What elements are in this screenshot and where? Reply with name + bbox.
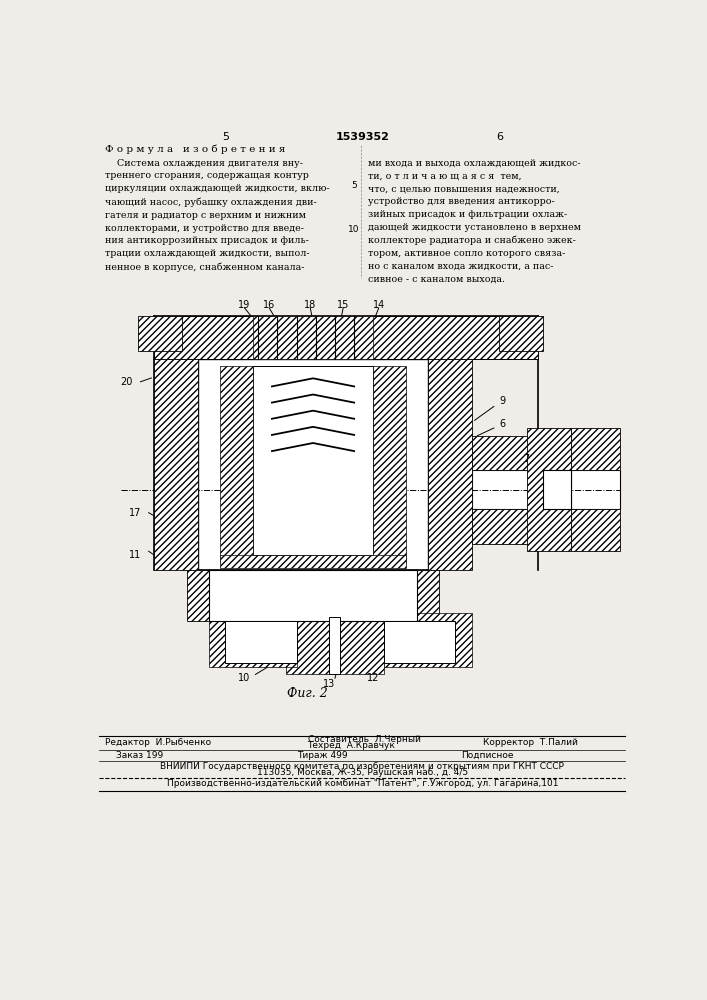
- Bar: [385, 620, 455, 663]
- Text: Тираж 499: Тираж 499: [297, 751, 347, 760]
- Bar: [198, 359, 428, 570]
- Text: ми входа и выхода охлаждающей жидкос-
ти, о т л и ч а ю щ а я с я  тем,
что, с ц: ми входа и выхода охлаждающей жидкос- ти…: [368, 158, 581, 284]
- Bar: [329, 617, 341, 674]
- Bar: [253, 366, 373, 555]
- Text: Редактор  И.Рыбченко: Редактор И.Рыбченко: [105, 738, 211, 747]
- Bar: [499, 316, 543, 351]
- Text: 5: 5: [222, 132, 229, 142]
- Bar: [527, 428, 571, 551]
- Text: Производственно-издательский комбинат "Патент", г.Ужгород, ул. Гагарина,101: Производственно-издательский комбинат "П…: [167, 779, 558, 788]
- Text: 20: 20: [120, 377, 133, 387]
- Text: 113035, Москва, Ж-35, Раушская наб., д. 4/5: 113035, Москва, Ж-35, Раушская наб., д. …: [257, 768, 468, 777]
- Text: 10: 10: [238, 673, 251, 683]
- Bar: [373, 366, 407, 563]
- Text: 1539352: 1539352: [335, 132, 390, 142]
- Text: Подписное: Подписное: [461, 751, 513, 760]
- Bar: [472, 509, 543, 544]
- Text: 6: 6: [499, 419, 505, 429]
- Text: Система охлаждения двигателя вну-
треннего сгорания, содержащая контур
циркуляци: Система охлаждения двигателя вну- тренне…: [105, 158, 329, 272]
- Bar: [253, 316, 373, 359]
- Text: 15: 15: [337, 300, 349, 310]
- Bar: [187, 570, 439, 620]
- Text: 7: 7: [524, 454, 530, 464]
- Bar: [286, 617, 329, 674]
- Bar: [209, 570, 417, 620]
- Bar: [341, 617, 385, 674]
- Text: Ф о р м у л а   и з о б р е т е н и я: Ф о р м у л а и з о б р е т е н и я: [105, 145, 285, 154]
- Text: Заказ 199: Заказ 199: [116, 751, 163, 760]
- Bar: [154, 316, 538, 359]
- Bar: [543, 470, 571, 509]
- Text: 16: 16: [263, 300, 275, 310]
- Text: 19: 19: [238, 300, 251, 310]
- Bar: [472, 436, 543, 470]
- Text: 10: 10: [349, 225, 360, 234]
- Text: Техред  А.Кравчук: Техред А.Кравчук: [308, 741, 395, 750]
- Text: 18: 18: [304, 300, 317, 310]
- Bar: [220, 366, 253, 563]
- Bar: [571, 509, 620, 551]
- Bar: [226, 620, 297, 663]
- Bar: [138, 316, 182, 351]
- Text: Фиг. 2: Фиг. 2: [287, 687, 328, 700]
- Text: 14: 14: [373, 300, 385, 310]
- Text: Составитель  Л.Черный: Составитель Л.Черный: [308, 735, 421, 744]
- Bar: [220, 555, 407, 568]
- Bar: [571, 428, 620, 470]
- Text: 17: 17: [129, 508, 141, 518]
- Text: 9: 9: [499, 396, 505, 406]
- Bar: [154, 359, 198, 570]
- Text: ВНИИПИ Государственного комитета по изобретениям и открытиям при ГКНТ СССР: ВНИИПИ Государственного комитета по изоб…: [160, 762, 564, 771]
- Bar: [571, 470, 620, 509]
- Bar: [428, 359, 472, 570]
- Bar: [385, 613, 472, 667]
- Text: 6: 6: [496, 132, 503, 142]
- Text: 12: 12: [367, 673, 380, 683]
- Text: 13: 13: [323, 679, 336, 689]
- Bar: [472, 470, 543, 509]
- Text: 5: 5: [351, 181, 357, 190]
- Text: 11: 11: [129, 550, 141, 560]
- Text: Корректор  Т.Палий: Корректор Т.Палий: [483, 738, 578, 747]
- Bar: [209, 613, 297, 667]
